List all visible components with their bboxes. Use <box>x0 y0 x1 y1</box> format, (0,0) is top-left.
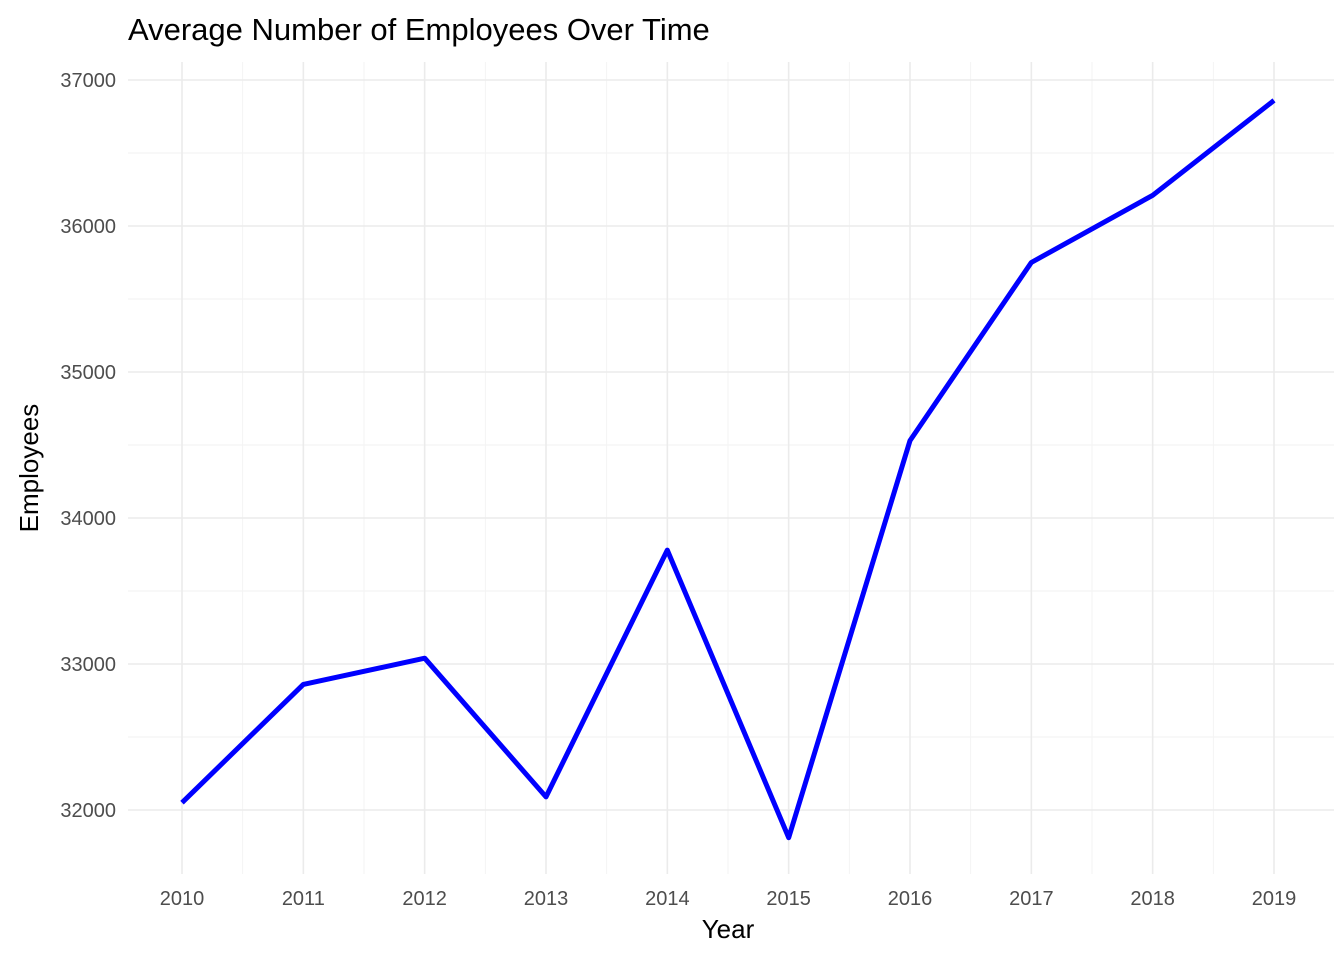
x-tick-label: 2011 <box>282 888 325 910</box>
data-point <box>180 800 185 805</box>
data-point <box>1150 193 1155 198</box>
x-tick-label: 2015 <box>766 888 811 910</box>
y-axis-title: Employees <box>14 404 44 533</box>
data-point <box>301 682 306 687</box>
x-axis-title: Year <box>702 914 755 944</box>
grid <box>128 62 1334 874</box>
data-point <box>422 656 427 661</box>
data-point <box>786 835 791 840</box>
y-axis-ticks: 32000 33000 34000 35000 36000 37000 <box>60 70 116 822</box>
x-tick-label: 2012 <box>402 888 447 910</box>
x-tick-label: 2018 <box>1130 888 1175 910</box>
series-line <box>180 98 1276 841</box>
chart-title: Average Number of Employees Over Time <box>128 12 710 47</box>
data-point <box>665 548 670 553</box>
y-tick-label: 33000 <box>60 654 116 676</box>
data-point <box>1029 260 1034 265</box>
y-tick-label: 36000 <box>60 216 116 238</box>
y-tick-label: 37000 <box>60 70 116 92</box>
x-tick-label: 2013 <box>524 888 569 910</box>
data-point <box>908 438 913 443</box>
x-axis-ticks: 2010 2011 2012 2013 2014 2015 2016 2017 2018 2019 <box>160 888 1297 910</box>
x-tick-label: 2014 <box>645 888 690 910</box>
data-point <box>544 794 549 799</box>
x-tick-label: 2010 <box>160 888 205 910</box>
x-tick-label: 2017 <box>1009 888 1054 910</box>
series-layer <box>180 98 1277 841</box>
y-tick-label: 35000 <box>60 362 116 384</box>
y-tick-label: 34000 <box>60 508 116 530</box>
data-point <box>1272 98 1277 103</box>
x-tick-label: 2019 <box>1252 888 1297 910</box>
y-tick-label: 32000 <box>60 800 116 822</box>
x-tick-label: 2016 <box>888 888 933 910</box>
